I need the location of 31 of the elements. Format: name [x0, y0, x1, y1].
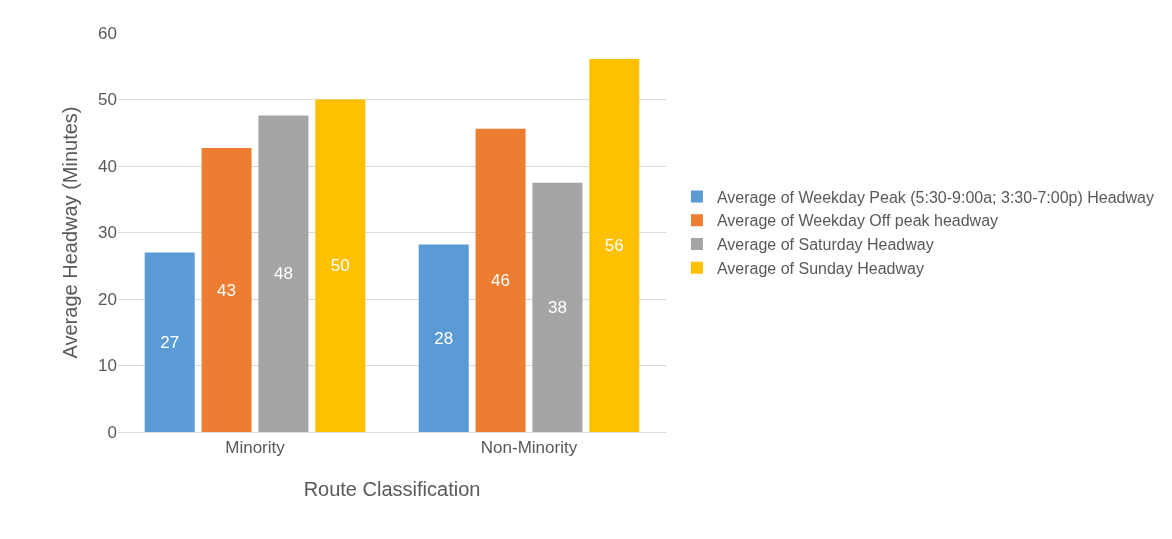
y-tick-label: 0: [107, 422, 117, 442]
y-tick-label: 40: [98, 156, 117, 176]
bar: [201, 148, 252, 432]
data-label: 48: [273, 264, 293, 284]
y-tick-label: 50: [98, 90, 117, 110]
x-tick-label: Minority: [225, 438, 286, 458]
bar: [532, 182, 583, 432]
data-label: 27: [160, 332, 180, 352]
y-tick-label: 20: [98, 289, 117, 309]
y-tick-label: 10: [98, 356, 117, 376]
bar: [144, 252, 195, 432]
legend-label: Average of Saturday Headway: [716, 236, 934, 254]
legend-label: Average of Sunday Headway: [716, 260, 924, 278]
data-label: 56: [604, 235, 624, 255]
bar: [475, 128, 526, 432]
data-label: 38: [547, 297, 567, 317]
x-tick-label: Non-Minority: [480, 438, 578, 458]
y-tick-label: 30: [98, 223, 117, 243]
bar: [258, 115, 309, 432]
bar: [418, 244, 469, 432]
bar: [589, 58, 640, 432]
data-label: 50: [330, 256, 350, 276]
legend-label: Average of Weekday Off peak headway: [716, 212, 999, 230]
y-tick-label: 60: [98, 23, 117, 43]
data-label: 28: [434, 328, 454, 348]
data-label: 46: [491, 270, 511, 290]
y-axis-title: Average Headway (Minutes): [58, 106, 81, 359]
legend-label: Average of Weekday Peak (5:30-9:00a; 3:30-7:00p) Headway: [716, 188, 1154, 206]
x-axis-title: Route Classification: [303, 477, 481, 500]
data-label: 43: [217, 280, 237, 300]
bar: [315, 99, 366, 432]
